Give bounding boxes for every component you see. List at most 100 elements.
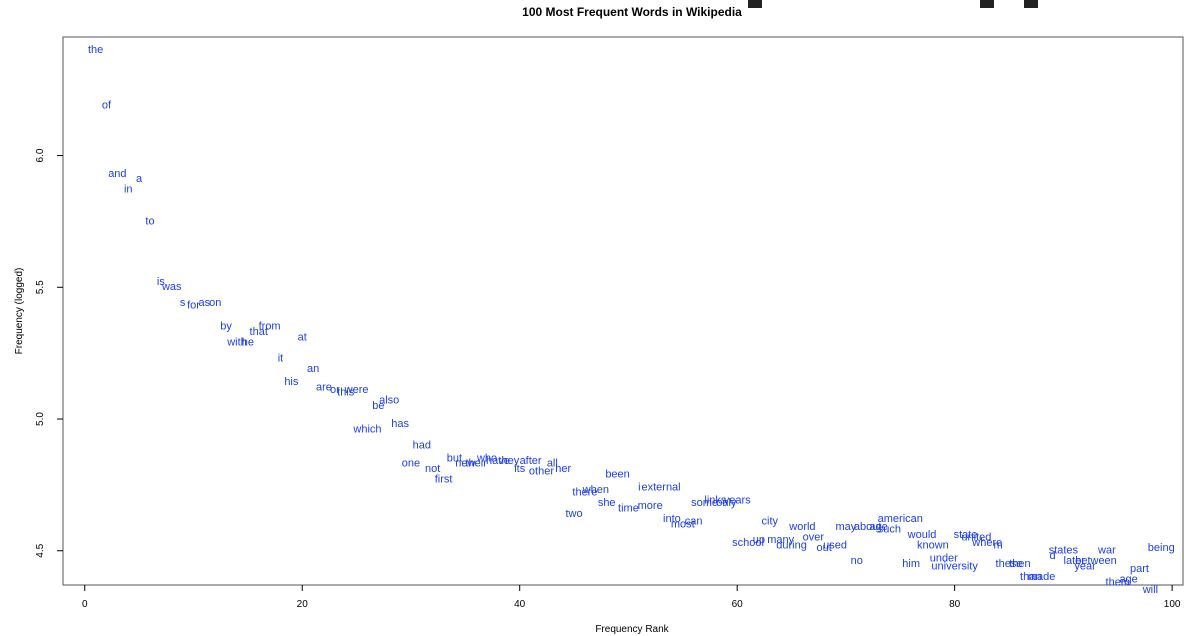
word-point: known (917, 539, 949, 551)
word-point: out (817, 542, 832, 554)
word-point: as (199, 297, 211, 309)
word-point: american (878, 513, 923, 525)
word-point: being (1148, 542, 1175, 554)
word-point: this (337, 387, 355, 399)
word-point: i (638, 481, 640, 493)
word-point: state (954, 529, 978, 541)
word-point: university (931, 560, 978, 572)
word-point: only (716, 497, 737, 509)
word-point: but (447, 452, 462, 464)
word-point: with (226, 337, 247, 349)
word-point: then (1009, 558, 1030, 570)
word-point: years (724, 495, 751, 507)
word-point: these (996, 558, 1023, 570)
word-point: had (413, 439, 431, 451)
word-point: be (372, 400, 384, 412)
word-point: also (379, 394, 399, 406)
word-point: been (605, 468, 629, 480)
word-point: later (1064, 555, 1086, 567)
word-point: during (776, 539, 807, 551)
word-point: up (753, 534, 765, 546)
x-axis-label: Frequency Rank (595, 624, 669, 635)
word-point: its (514, 463, 526, 475)
redaction-block (1024, 0, 1038, 8)
y-tick-label: 5.0 (35, 412, 46, 426)
word-point: which (352, 423, 381, 435)
word-point: school (732, 537, 764, 549)
word-point: into (663, 513, 681, 525)
word-point: she (598, 497, 616, 509)
y-tick-label: 5.5 (35, 280, 46, 294)
word-point: may (836, 521, 857, 533)
word-point: age (1119, 574, 1137, 586)
word-point: city (762, 516, 779, 528)
word-point: in (124, 184, 133, 196)
word-point: they (498, 455, 519, 467)
word-point: made (1028, 571, 1056, 583)
word-point: are (316, 381, 332, 393)
y-tick-label: 4.5 (35, 543, 46, 557)
y-axis-label: Frequency (logged) (14, 268, 25, 355)
redaction-block (748, 0, 762, 8)
plot-frame (62, 36, 1184, 586)
word-point: more (638, 500, 663, 512)
word-point: were (344, 384, 369, 396)
word-point: m (994, 539, 1003, 551)
word-point: united (961, 531, 991, 543)
word-point: under (930, 553, 958, 565)
x-tick-label: 60 (732, 599, 744, 610)
word-point: his (284, 376, 299, 388)
word-point: war (1097, 545, 1116, 557)
word-point: part (1130, 563, 1149, 575)
redaction-block (980, 0, 994, 8)
word-point: that (250, 326, 268, 338)
word-point: who (476, 452, 497, 464)
y-axis: 4.5 5.0 5.5 6.0 (35, 148, 63, 558)
word-point: than (1020, 571, 1041, 583)
word-point: other (529, 466, 554, 478)
word-point: age (869, 521, 887, 533)
word-point: is (157, 276, 165, 288)
word-point: has (391, 418, 409, 430)
word-point: some (691, 497, 718, 509)
word-point: about (854, 521, 882, 533)
word-point: year (1074, 560, 1096, 572)
word-point: after (520, 455, 542, 467)
word-point: and (108, 168, 126, 180)
word-point: all (547, 458, 558, 470)
word-point: s (180, 297, 186, 309)
chart-title: 100 Most Frequent Words in Wikipedia (522, 5, 742, 19)
word-point: will (1142, 584, 1158, 596)
word-point: have (486, 455, 510, 467)
word-point: to (145, 215, 154, 227)
word-point: can (685, 516, 703, 528)
x-tick-label: 20 (297, 599, 309, 610)
word-point: external (641, 481, 680, 493)
x-tick-label: 0 (82, 599, 88, 610)
word-point: the (88, 44, 103, 56)
word-point: states (1049, 545, 1079, 557)
word-point: such (878, 524, 901, 536)
word-point: he (242, 337, 254, 349)
word-point: two (566, 508, 583, 520)
word-point: on (209, 297, 221, 309)
word-point: over (803, 531, 825, 543)
word-point: her (555, 463, 571, 475)
x-tick-label: 80 (949, 599, 961, 610)
word-point: most (671, 518, 695, 530)
word-point: where (971, 537, 1002, 549)
word-point: their (466, 458, 488, 470)
y-tick-label: 6.0 (35, 148, 46, 162)
word-point: for (187, 300, 200, 312)
word-point: from (259, 321, 281, 333)
word-point: there (572, 487, 597, 499)
word-point: first (435, 474, 453, 486)
x-tick-label: 100 (1164, 599, 1181, 610)
x-tick-label: 40 (514, 599, 526, 610)
word-point: used (823, 539, 847, 551)
word-point: him (902, 558, 920, 570)
word-point: by (220, 321, 232, 333)
word-point: was (161, 281, 182, 293)
